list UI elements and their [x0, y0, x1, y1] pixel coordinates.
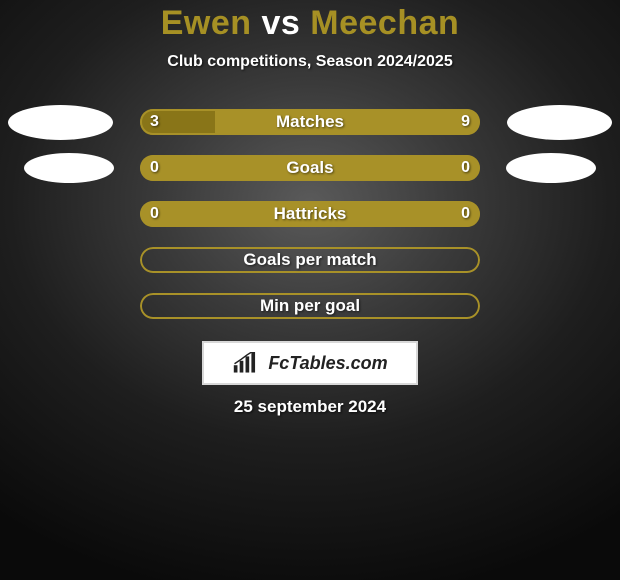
- stat-value-right: 9: [461, 109, 470, 135]
- stat-row: 39Matches: [0, 109, 620, 135]
- title-player1: Ewen: [161, 4, 252, 42]
- player-badge-right: [506, 153, 596, 183]
- logo-text: FcTables.com: [268, 353, 387, 374]
- stat-row: Goals per match: [0, 247, 620, 273]
- subtitle: Club competitions, Season 2024/2025: [0, 53, 620, 71]
- stat-row: 00Goals: [0, 155, 620, 181]
- stat-value-right: 0: [461, 201, 470, 227]
- page-title: Ewen vs Meechan: [0, 4, 620, 43]
- logo-box[interactable]: FcTables.com: [202, 341, 418, 385]
- stat-row: 00Hattricks: [0, 201, 620, 227]
- stat-bar: 00Goals: [140, 155, 480, 181]
- stat-bar-bg: [140, 155, 480, 181]
- stat-bar-bg: [140, 293, 480, 319]
- player-badge-left: [8, 105, 113, 140]
- comparison-card: Ewen vs Meechan Club competitions, Seaso…: [0, 0, 620, 417]
- stat-bar: Goals per match: [140, 247, 480, 273]
- player-badge-left: [24, 153, 114, 183]
- comparison-rows: 39Matches00Goals00HattricksGoals per mat…: [0, 109, 620, 319]
- stat-row: Min per goal: [0, 293, 620, 319]
- title-player2: Meechan: [310, 4, 459, 42]
- stat-bar: Min per goal: [140, 293, 480, 319]
- stat-value-left: 0: [150, 201, 159, 227]
- stat-bar-bg: [140, 247, 480, 273]
- date: 25 september 2024: [0, 397, 620, 417]
- stat-value-left: 3: [150, 109, 159, 135]
- bars-icon: [232, 352, 262, 374]
- player-badge-right: [507, 105, 612, 140]
- stat-bar: 39Matches: [140, 109, 480, 135]
- stat-value-left: 0: [150, 155, 159, 181]
- stat-value-right: 0: [461, 155, 470, 181]
- title-vs: vs: [261, 4, 300, 42]
- stat-bar-bg: [140, 201, 480, 227]
- stat-bar: 00Hattricks: [140, 201, 480, 227]
